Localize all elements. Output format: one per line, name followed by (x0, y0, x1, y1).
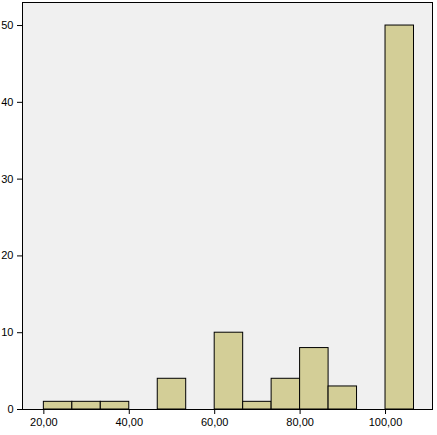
svg-text:30: 30 (1, 173, 13, 185)
svg-text:0: 0 (7, 403, 13, 415)
svg-text:20,00: 20,00 (30, 416, 58, 428)
svg-text:40,00: 40,00 (116, 416, 144, 428)
svg-text:20: 20 (1, 249, 13, 261)
svg-text:50: 50 (1, 19, 13, 31)
svg-text:10: 10 (1, 326, 13, 338)
svg-text:60,00: 60,00 (201, 416, 229, 428)
svg-text:40: 40 (1, 96, 13, 108)
svg-text:80,00: 80,00 (286, 416, 314, 428)
svg-text:100,00: 100,00 (369, 416, 403, 428)
